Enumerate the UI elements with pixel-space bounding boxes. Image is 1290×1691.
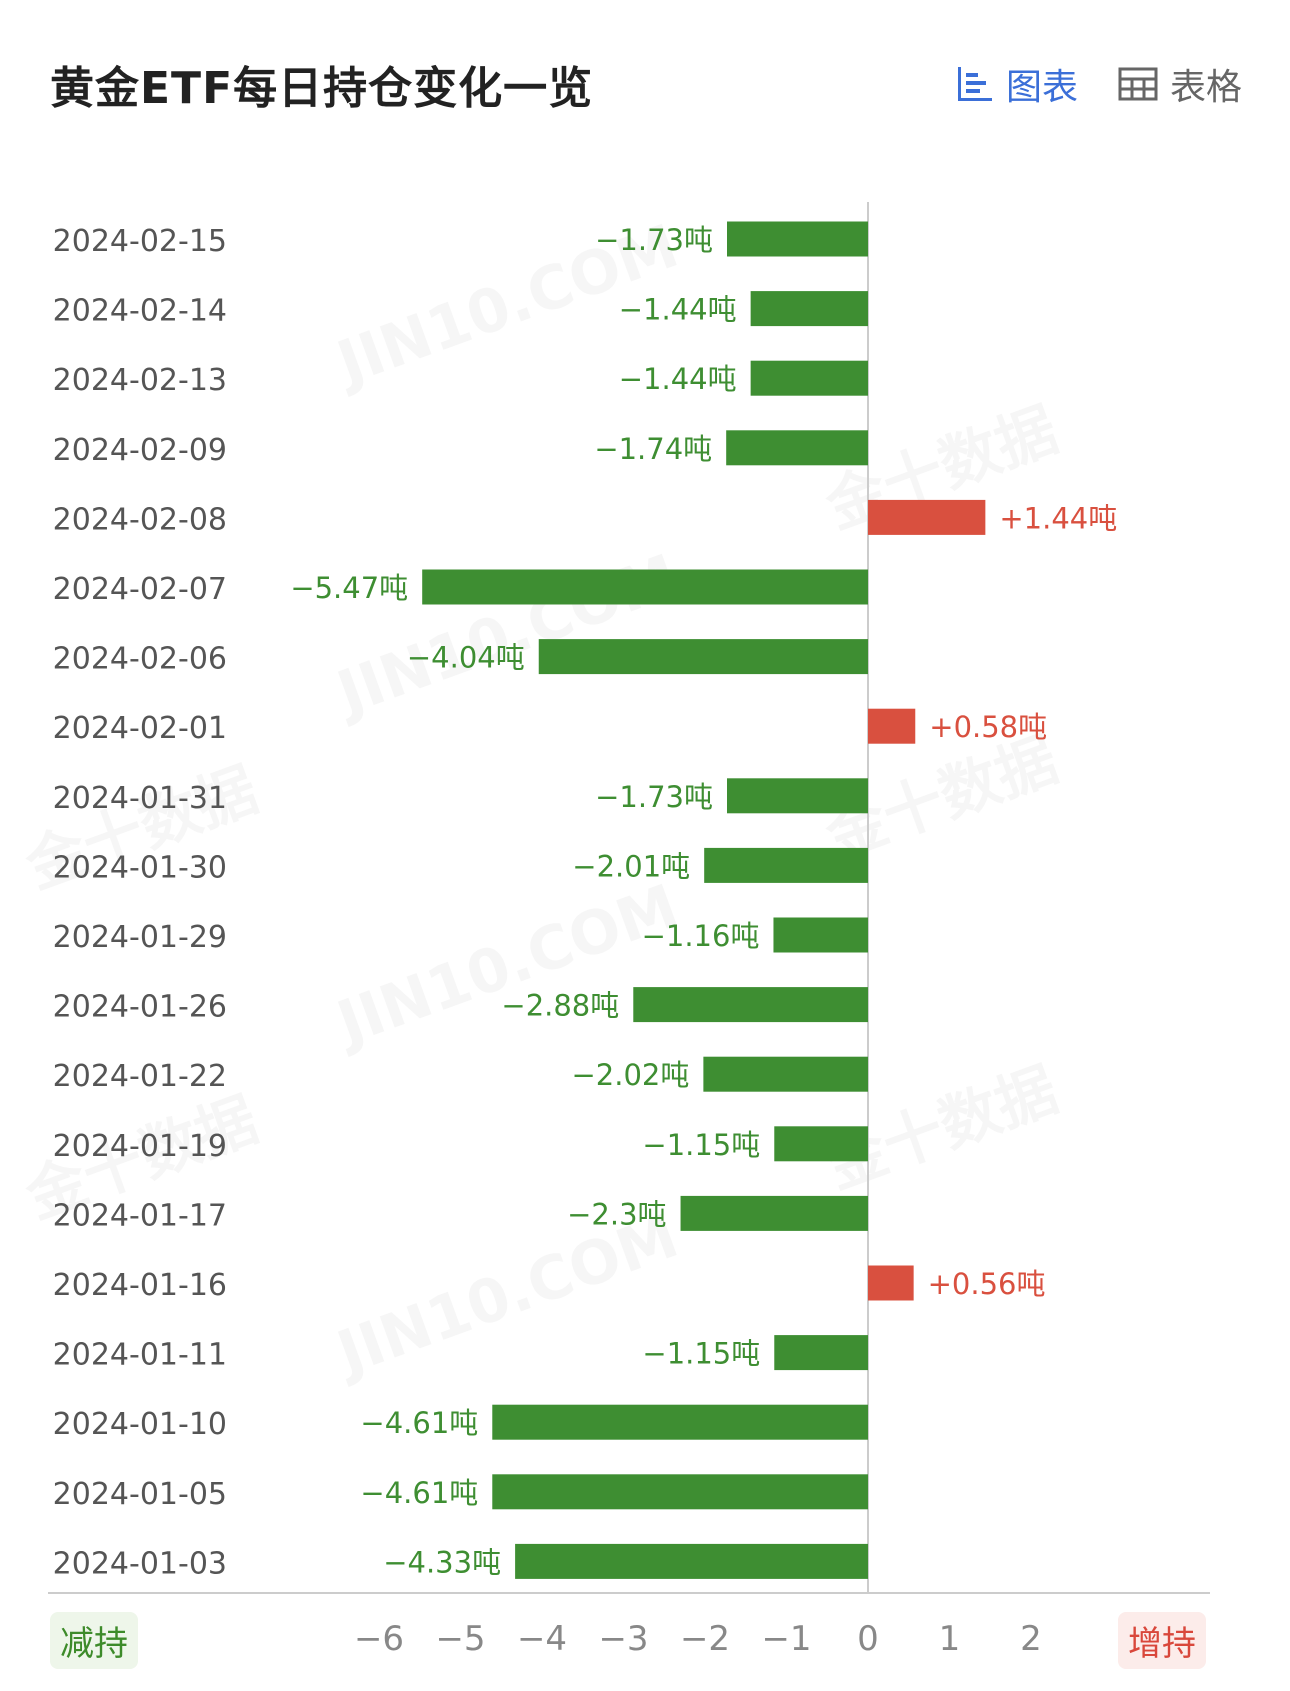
data-label: +0.58吨 xyxy=(929,710,1047,744)
bar xyxy=(726,430,868,466)
bar xyxy=(515,1543,868,1579)
bar xyxy=(704,847,868,883)
data-label: −1.73吨 xyxy=(595,780,713,814)
view-tabs: 图表 表格 xyxy=(956,58,1242,110)
category-label: 2024-02-06 xyxy=(53,642,227,677)
bar xyxy=(750,360,868,396)
data-label: −1.15吨 xyxy=(642,1337,760,1371)
data-label: −1.15吨 xyxy=(642,1128,760,1162)
data-label: −1.44吨 xyxy=(619,293,737,327)
page-title: 黄金ETF每日持仓变化一览 xyxy=(50,63,594,114)
x-tick-label: 1 xyxy=(939,1619,961,1659)
x-tick-label: −2 xyxy=(680,1619,730,1659)
bar xyxy=(774,1335,868,1371)
data-label: +1.44吨 xyxy=(999,501,1117,535)
data-label: −1.16吨 xyxy=(642,919,760,953)
bar xyxy=(703,1056,868,1092)
bar xyxy=(750,291,868,327)
data-label: +0.56吨 xyxy=(928,1267,1046,1301)
data-label: −1.73吨 xyxy=(595,223,713,257)
tab-chart-label: 图表 xyxy=(1005,67,1078,108)
category-label: 2024-01-22 xyxy=(53,1059,227,1094)
category-label: 2024-02-09 xyxy=(53,433,227,468)
category-label: 2024-02-08 xyxy=(53,502,227,537)
data-label: −2.88吨 xyxy=(501,989,619,1023)
category-label: 2024-01-30 xyxy=(53,850,227,885)
bar xyxy=(868,499,986,535)
data-label: −4.61吨 xyxy=(360,1476,478,1510)
category-label: 2024-02-07 xyxy=(53,572,227,607)
category-label: 2024-01-31 xyxy=(53,781,227,816)
increase-legend-badge: 增持 xyxy=(1118,1612,1206,1669)
data-label: −2.02吨 xyxy=(571,1058,689,1092)
category-label: 2024-02-14 xyxy=(53,294,227,329)
category-label: 2024-01-11 xyxy=(53,1338,227,1373)
data-label: −1.74吨 xyxy=(594,432,712,466)
x-tick-label: 0 xyxy=(857,1619,879,1659)
data-label: −1.44吨 xyxy=(619,362,737,396)
bar xyxy=(633,987,868,1023)
x-tick-label: −4 xyxy=(517,1619,567,1659)
bar xyxy=(680,1195,868,1231)
data-label: −5.47吨 xyxy=(290,571,408,605)
x-tick-label: −3 xyxy=(598,1619,648,1659)
tab-table-label: 表格 xyxy=(1169,67,1242,108)
data-label: −4.33吨 xyxy=(383,1545,501,1579)
category-label: 2024-01-10 xyxy=(53,1407,227,1442)
bar xyxy=(868,708,916,744)
category-label: 2024-02-15 xyxy=(53,224,227,259)
bar xyxy=(868,1265,914,1301)
bar xyxy=(492,1474,868,1510)
x-tick-label: −6 xyxy=(354,1619,404,1659)
category-label: 2024-01-26 xyxy=(53,990,227,1025)
bar xyxy=(727,778,868,814)
category-label: 2024-01-19 xyxy=(53,1129,227,1164)
x-tick-label: −5 xyxy=(435,1619,485,1659)
bar xyxy=(774,1126,868,1162)
decrease-legend-badge: 减持 xyxy=(50,1612,138,1669)
bar xyxy=(422,569,868,605)
category-label: 2024-01-17 xyxy=(53,1198,227,1233)
data-label: −2.3吨 xyxy=(567,1197,666,1231)
x-tick-label: −1 xyxy=(761,1619,811,1659)
category-label: 2024-02-01 xyxy=(53,711,227,746)
bar xyxy=(773,917,868,953)
data-label: −4.61吨 xyxy=(360,1406,478,1440)
bar xyxy=(538,639,868,675)
data-label: −2.01吨 xyxy=(572,849,690,883)
bar-chart-icon xyxy=(956,65,994,103)
category-label: 2024-01-03 xyxy=(53,1546,227,1581)
category-label: 2024-02-13 xyxy=(53,363,227,398)
category-label: 2024-01-29 xyxy=(53,920,227,955)
tab-table[interactable]: 表格 xyxy=(1118,58,1242,110)
category-label: 2024-01-16 xyxy=(53,1268,227,1303)
category-label: 2024-01-05 xyxy=(53,1477,227,1512)
x-tick-label: 2 xyxy=(1020,1619,1042,1659)
table-icon xyxy=(1118,67,1158,101)
bar xyxy=(727,221,868,257)
bar xyxy=(492,1404,868,1440)
tab-chart[interactable]: 图表 xyxy=(956,58,1078,110)
data-label: −4.04吨 xyxy=(407,641,525,675)
